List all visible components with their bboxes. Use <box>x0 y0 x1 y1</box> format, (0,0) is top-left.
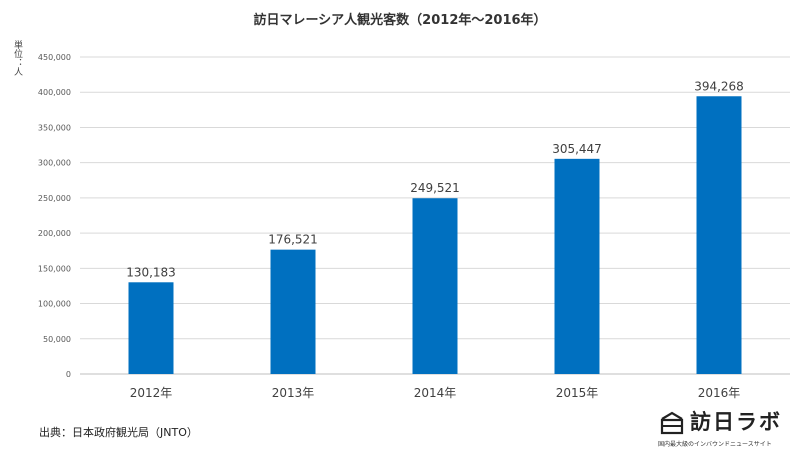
y-tick-label: 450,000 <box>38 53 71 62</box>
y-tick-label: 250,000 <box>38 194 71 203</box>
y-tick-label: 150,000 <box>38 264 71 273</box>
data-label: 394,268 <box>694 79 744 93</box>
data-label: 130,183 <box>126 265 176 279</box>
y-tick-label: 50,000 <box>43 335 71 344</box>
y-tick-label: 350,000 <box>38 123 71 132</box>
bar <box>412 198 458 374</box>
x-tick-label: 2014年 <box>414 386 457 400</box>
logo: 訪日ラボ 国内最大級のインバウンドニュースサイト <box>655 408 795 448</box>
x-tick-label: 2013年 <box>272 386 315 400</box>
x-tick-label: 2015年 <box>556 386 599 400</box>
bar <box>696 96 742 374</box>
y-tick-label: 400,000 <box>38 88 71 97</box>
logo-icon <box>660 411 684 435</box>
unit-label: 単位：人 <box>12 40 22 76</box>
logo-text: 訪日ラボ <box>690 410 782 434</box>
data-label: 176,521 <box>268 233 318 247</box>
source-note: 出典：日本政府観光局（JNTO） <box>39 426 198 439</box>
chart-title: 訪日マレーシア人観光客数（2012年〜2016年） <box>253 13 547 28</box>
x-tick-label: 2016年 <box>698 386 741 400</box>
y-tick-label: 0 <box>66 370 71 379</box>
data-label: 305,447 <box>552 142 602 156</box>
y-tick-label: 200,000 <box>38 229 71 238</box>
data-label: 249,521 <box>410 181 460 195</box>
bar <box>554 158 600 374</box>
x-tick-label: 2012年 <box>130 386 173 400</box>
y-tick-label: 100,000 <box>38 300 71 309</box>
bar <box>128 282 174 374</box>
y-tick-label: 300,000 <box>38 159 71 168</box>
bar <box>270 249 316 374</box>
logo-tagline: 国内最大級のインバウンドニュースサイト <box>658 441 772 448</box>
